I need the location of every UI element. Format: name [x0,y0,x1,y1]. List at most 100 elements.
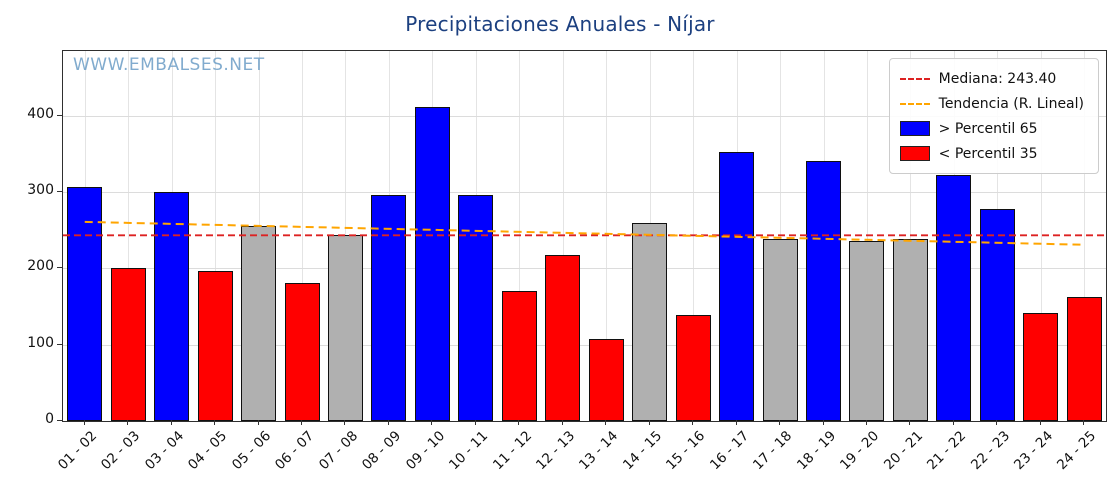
trend-line [84,220,1085,246]
bar-13-14 [588,339,624,421]
x-axis-tickmark [127,420,129,425]
bar-19-20 [849,240,885,421]
x-axis-tickmark [518,420,520,425]
gridline-y [63,115,1106,117]
legend-dashed-line-sample [899,102,930,105]
x-axis-tickmark [83,420,85,425]
gridline-y [63,344,1106,346]
legend-item-1: Tendencia (R. Lineal) [899,91,1084,116]
legend-item-3: < Percentil 35 [899,141,1084,166]
x-axis-tickmark [257,420,259,425]
x-axis-tick-text: 04 - 05 [185,428,231,474]
legend-dashed-line-sample [899,77,930,80]
bar-06-07 [284,282,320,421]
x-axis-tickmark [648,420,650,425]
x-axis-tickmark [909,420,911,425]
legend-item-0: Mediana: 243.40 [899,66,1084,91]
x-axis-tick-text: 02 - 03 [98,428,144,474]
bar-02-03 [110,267,146,421]
x-axis-tickmark [996,420,998,425]
x-axis-tick-text: 16 - 17 [706,428,752,474]
bar-01-02 [67,186,103,421]
legend-label: Tendencia (R. Lineal) [938,95,1084,112]
y-axis-tickmark [57,420,62,421]
x-axis-tick-text: 14 - 15 [619,428,666,474]
gridline-y [63,192,1106,194]
bar-03-04 [154,192,190,421]
x-axis-tick-text: 07 - 08 [315,428,361,474]
x-axis-tick-text: 13 - 14 [576,428,622,474]
chart-title: Precipitaciones Anuales - Níjar [405,12,715,36]
gridline-y [63,268,1106,270]
legend-label: < Percentil 35 [938,145,1038,162]
x-axis-tick-text: 11 - 12 [489,428,535,474]
bar-05-06 [241,225,277,421]
x-axis-tickmark [214,420,216,425]
x-axis-tickmark [344,420,346,425]
bar-17-18 [762,239,798,421]
y-axis-tickmark [57,191,62,193]
x-axis-tick-text: 12 - 13 [532,428,579,474]
x-axis-tick-text: 23 - 24 [1011,428,1057,474]
legend: Mediana: 243.40 Tendencia (R. Lineal) > Pe… [888,58,1099,174]
x-axis-tickmark [952,420,954,425]
x-axis-tick-text: 10 - 11 [446,428,492,474]
x-axis-tick-text: 18 - 19 [793,428,839,474]
bar-08-09 [371,195,407,421]
x-axis-tick-text: 06 - 07 [272,428,318,474]
legend-color-patch [899,146,930,161]
bar-11-12 [501,291,537,421]
x-axis-tick-text: 05 - 06 [228,428,274,474]
x-axis-tick-text: 24 - 25 [1054,428,1100,474]
y-axis-tick-label: 300 [27,182,54,199]
bar-12-13 [545,255,581,421]
bar-24-25 [1066,297,1102,421]
bar-14-15 [632,223,668,421]
y-axis-tickmark [57,343,62,345]
x-axis-tickmark [779,420,781,425]
x-axis-tick-text: 09 - 10 [402,428,448,474]
x-axis-tickmark [301,420,303,425]
watermark: WWW.EMBALSES.NET [73,55,265,75]
x-axis-tick-text: 17 - 18 [750,428,796,474]
x-axis-tick-text: 03 - 04 [141,428,187,474]
y-axis-tick-label: 200 [27,258,54,275]
x-axis-tickmark [735,420,737,425]
y-axis-tickmark [57,267,62,269]
x-axis-tickmark [605,420,607,425]
bar-15-16 [675,314,711,421]
y-axis-tick-label: 0 [45,411,54,427]
bar-04-05 [197,270,233,421]
legend-label: Mediana: 243.40 [938,70,1057,87]
bar-07-08 [327,234,363,421]
x-axis-tick-text: 15 - 16 [663,428,709,474]
bar-16-17 [719,151,755,421]
x-axis-tick-text: 20 - 21 [880,428,926,474]
x-axis-tickmark [865,420,867,425]
bar-09-10 [414,107,450,421]
y-axis-tick-label: 100 [27,334,54,351]
y-axis-tick-label: 400 [27,105,54,122]
bar-23-24 [1023,313,1059,421]
x-axis-tickmark [692,420,694,425]
x-axis-tickmark [1039,420,1041,425]
plot-area: WWW.EMBALSES.NET Mediana: 243.40 Tendenci… [62,50,1107,422]
x-axis-tickmark [822,420,824,425]
x-axis-tickmark [387,420,389,425]
x-axis-tick-text: 01 - 02 [54,428,101,474]
x-axis-tickmark [474,420,476,425]
x-axis-tick-text: 19 - 20 [837,428,883,474]
bar-18-19 [806,160,842,421]
x-axis-tickmark [170,420,172,425]
x-axis-tickmark [431,420,433,425]
x-axis-tick-text: 22 - 23 [967,428,1013,474]
bar-21-22 [936,175,972,421]
x-axis-tickmark [561,420,563,425]
legend-color-patch [899,121,930,136]
bar-20-21 [892,238,928,421]
x-axis-tick-text: 21 - 22 [924,428,970,474]
bar-22-23 [979,208,1015,421]
x-axis-tickmark [1083,420,1085,425]
y-axis-tickmark [57,114,62,116]
